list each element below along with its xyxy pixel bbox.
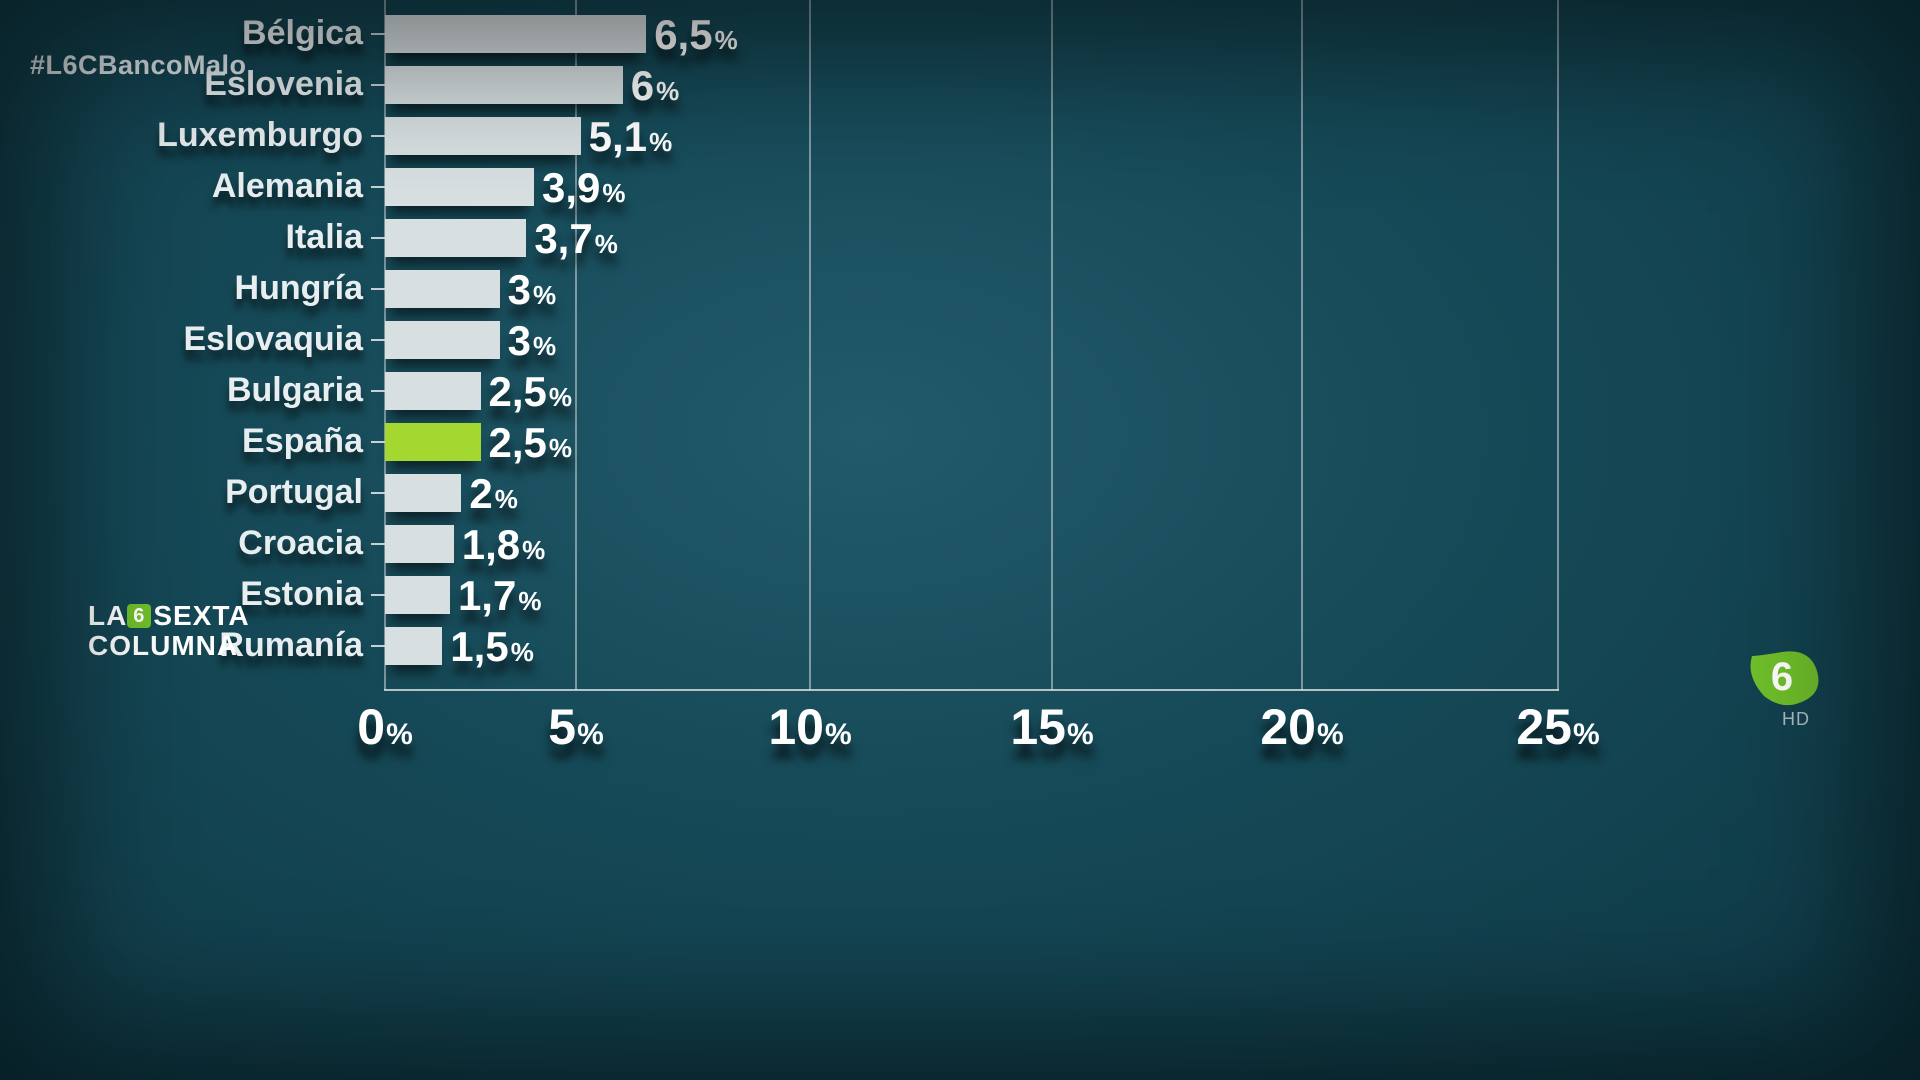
country-label: Alemania <box>212 167 363 206</box>
country-label: Eslovaquia <box>183 320 363 359</box>
program-line2: COLUMNA <box>88 630 238 661</box>
country-label: Portugal <box>225 473 363 512</box>
bar <box>385 117 581 155</box>
bar-start-tick <box>371 288 385 290</box>
gridline <box>1557 0 1559 690</box>
bar <box>385 627 442 665</box>
svg-text:6: 6 <box>1771 655 1793 699</box>
bar-start-tick <box>371 135 385 137</box>
bar <box>385 576 450 614</box>
value-label: 1,7% <box>458 572 542 620</box>
program-six-badge: 6 <box>127 604 151 628</box>
axis-tick-label: 5% <box>548 698 604 756</box>
bar-start-tick <box>371 186 385 188</box>
country-label: Hungría <box>235 269 363 308</box>
program-logo-text: LA6SEXTA COLUMNA <box>88 601 250 660</box>
value-label: 3,9% <box>542 164 626 212</box>
bar <box>385 474 461 512</box>
percentage-bar-chart: 0%5%10%15%20%25%Bélgica6,5%Eslovenia6%Lu… <box>0 0 1920 1080</box>
bar <box>385 168 534 206</box>
value-label: 6,5% <box>654 11 738 59</box>
value-label: 3% <box>508 317 556 365</box>
bar <box>385 15 646 53</box>
value-label: 1,8% <box>462 521 546 569</box>
bar <box>385 270 500 308</box>
value-label: 3,7% <box>534 215 618 263</box>
bar <box>385 321 500 359</box>
country-label: Bélgica <box>242 14 363 53</box>
bar-start-tick <box>371 594 385 596</box>
bar-start-tick <box>371 84 385 86</box>
value-label: 5,1% <box>589 113 673 161</box>
bar-start-tick <box>371 33 385 35</box>
bar <box>385 525 454 563</box>
bar-start-tick <box>371 645 385 647</box>
x-axis <box>384 689 1559 691</box>
bar-start-tick <box>371 390 385 392</box>
gridline <box>809 0 811 690</box>
program-line1-pre: LA <box>88 600 127 631</box>
bar <box>385 219 526 257</box>
bar-start-tick <box>371 492 385 494</box>
channel-logo: 6 <box>1744 646 1824 710</box>
value-label: 2% <box>469 470 517 518</box>
axis-tick-label: 25% <box>1516 698 1599 756</box>
hashtag-overlay: #L6CBancoMalo <box>30 50 247 81</box>
hd-label: HD <box>1782 709 1810 730</box>
bar-start-tick <box>371 543 385 545</box>
value-label: 2,5% <box>489 368 573 416</box>
value-label: 2,5% <box>489 419 573 467</box>
value-label: 3% <box>508 266 556 314</box>
bar-start-tick <box>371 237 385 239</box>
country-label: Italia <box>286 218 363 257</box>
bar <box>385 372 481 410</box>
country-label: Luxemburgo <box>157 116 363 155</box>
gridline <box>1051 0 1053 690</box>
gridline <box>1301 0 1303 690</box>
country-label: España <box>242 422 363 461</box>
bar-start-tick <box>371 339 385 341</box>
axis-tick-label: 10% <box>768 698 851 756</box>
axis-tick-label: 0% <box>357 698 413 756</box>
country-label: Croacia <box>238 524 363 563</box>
bar-start-tick <box>371 441 385 443</box>
bar <box>385 423 481 461</box>
country-label: Bulgaria <box>227 371 363 410</box>
value-label: 6% <box>631 62 679 110</box>
country-label: Estonia <box>240 575 363 614</box>
axis-tick-label: 20% <box>1260 698 1343 756</box>
bar <box>385 66 623 104</box>
program-line1-post: SEXTA <box>153 600 249 631</box>
axis-tick-label: 15% <box>1010 698 1093 756</box>
value-label: 1,5% <box>450 623 534 671</box>
